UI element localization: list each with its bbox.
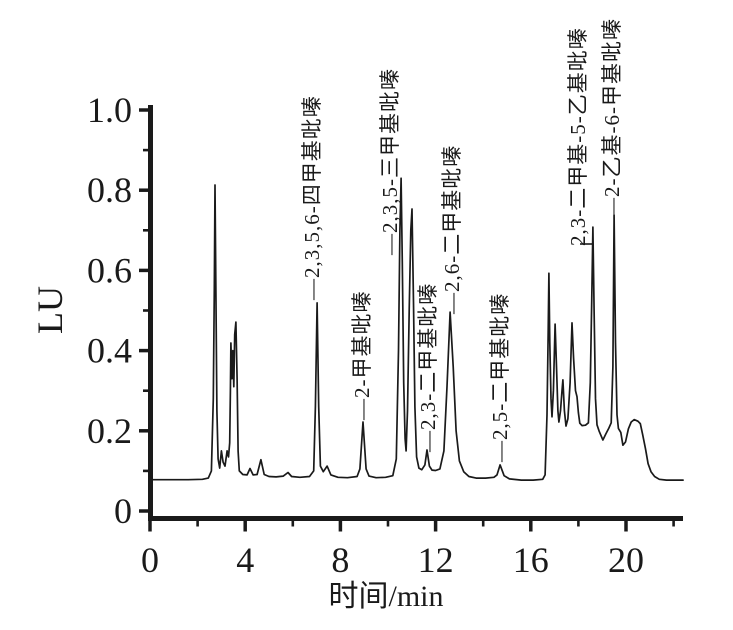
y-tick-label: 0: [114, 491, 132, 531]
peak-label: —2,6-二甲基吡嗪: [440, 145, 464, 315]
y-tick-label: 0.2: [87, 411, 132, 451]
x-tick-label: 0: [141, 540, 159, 580]
peak-label: —2-乙基-6-甲基吡嗪: [600, 18, 624, 220]
y-tick-label: 1.0: [87, 90, 132, 130]
x-tick-label: 20: [608, 540, 644, 580]
x-tick-label: 4: [236, 540, 254, 580]
peak-label: —2,3-二甲基吡嗪: [416, 283, 440, 453]
y-axis-title: LU: [30, 286, 70, 334]
y-tick-label: 0.4: [87, 331, 132, 371]
peak-annotations: —2,3,5,6-四甲基吡嗪 —2-甲基吡嗪 —2,3,5-三甲基吡嗪 —2,3-二甲…: [300, 18, 624, 463]
axis-tick-labels: 0 4 8 12 16 20 0 0.2 0.4 0.6 0.8 1.0: [87, 90, 644, 580]
y-tick-label: 0.8: [87, 170, 132, 210]
chromatogram-trace: [149, 177, 684, 481]
peak-label: —2,3,5-三甲基吡嗪: [378, 68, 402, 256]
x-axis-title: 时间/min: [328, 580, 443, 613]
peak-label: 2,3-二甲基-5-乙基吡嗪: [566, 27, 590, 246]
x-tick-label: 12: [418, 540, 454, 580]
x-tick-label: 8: [331, 540, 349, 580]
peak-label: —2,3,5,6-四甲基吡嗪: [300, 95, 324, 301]
x-tick-label: 16: [513, 540, 549, 580]
chromatogram-trace-group: [149, 177, 684, 481]
peak-label: —2-甲基吡嗪: [350, 291, 374, 422]
axes: [148, 105, 683, 521]
axis-ticks: [139, 108, 675, 532]
peak-label: —2,5-二甲基吡嗪: [488, 293, 512, 463]
y-tick-label: 0.6: [87, 250, 132, 290]
